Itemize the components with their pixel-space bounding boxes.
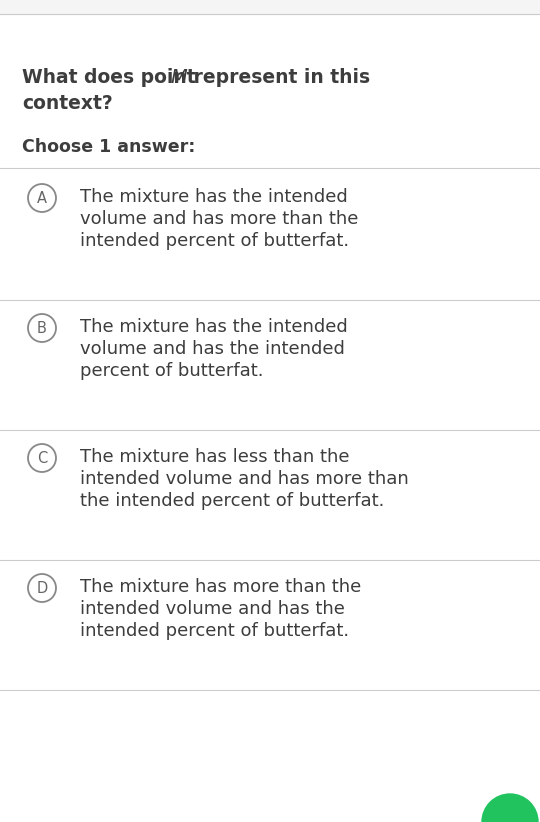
- Text: intended percent of butterfat.: intended percent of butterfat.: [80, 232, 349, 250]
- Text: intended volume and has the: intended volume and has the: [80, 600, 345, 618]
- Text: the intended percent of butterfat.: the intended percent of butterfat.: [80, 492, 384, 510]
- Text: D: D: [36, 580, 48, 595]
- Text: C: C: [37, 450, 47, 465]
- Text: intended percent of butterfat.: intended percent of butterfat.: [80, 622, 349, 640]
- Bar: [0, 0, 540, 14]
- Text: percent of butterfat.: percent of butterfat.: [80, 362, 264, 380]
- Circle shape: [482, 794, 538, 822]
- Text: context?: context?: [22, 94, 113, 113]
- Text: The mixture has more than the: The mixture has more than the: [80, 578, 361, 596]
- Text: The mixture has the intended: The mixture has the intended: [80, 188, 348, 206]
- Text: B: B: [37, 321, 47, 335]
- Text: $\mathit{M}$: $\mathit{M}$: [170, 68, 188, 87]
- Text: volume and has more than the: volume and has more than the: [80, 210, 359, 228]
- Text: intended volume and has more than: intended volume and has more than: [80, 470, 409, 488]
- Text: The mixture has less than the: The mixture has less than the: [80, 448, 349, 466]
- Text: What does point: What does point: [22, 68, 202, 87]
- Text: The mixture has the intended: The mixture has the intended: [80, 318, 348, 336]
- Text: Choose 1 answer:: Choose 1 answer:: [22, 138, 195, 156]
- Text: represent in this: represent in this: [187, 68, 370, 87]
- Text: volume and has the intended: volume and has the intended: [80, 340, 345, 358]
- Text: A: A: [37, 191, 47, 206]
